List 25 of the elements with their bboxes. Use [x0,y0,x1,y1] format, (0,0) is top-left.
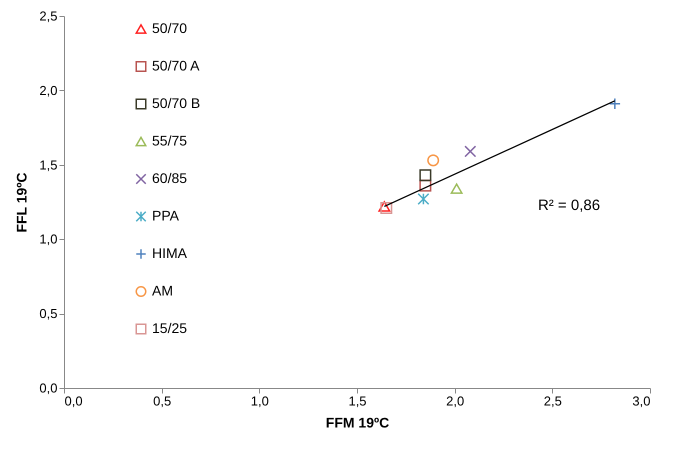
y-tick-label: 1,5 [39,157,58,172]
x-tick-label: 1,5 [348,394,367,408]
y-tick-label: 0,5 [39,306,58,322]
y-tick-label: 0,0 [39,380,58,396]
x-tick-label: 0,0 [64,394,83,408]
legend-label: 55/75 [152,132,188,148]
legend-label: 60/85 [152,170,188,186]
y-tick-label: 2,5 [39,8,58,24]
legend-label: 50/70 A [152,58,200,74]
x-tick-label: 1,0 [250,394,269,408]
legend-label: 15/25 [152,320,188,336]
x-tick-label: 2,0 [446,394,464,408]
y-axis-title: FFL 19ºC [13,172,30,233]
legend-label: 50/70 B [152,95,200,111]
legend-label: AM [152,282,173,298]
legend-label: 50/70 [152,20,188,36]
annotation: R² = 0,86 [538,197,600,214]
x-axis-title: FFM 19ºC [326,414,390,430]
x-tick-label: 0,5 [153,394,172,408]
x-tick-label: 2,5 [544,394,562,408]
legend-label: HIMA [152,245,188,261]
y-tick-label: 1,0 [39,232,58,247]
y-tick-label: 2,0 [39,82,58,98]
legend-label: PPA [152,208,180,224]
x-tick-label: 3,0 [632,394,650,408]
